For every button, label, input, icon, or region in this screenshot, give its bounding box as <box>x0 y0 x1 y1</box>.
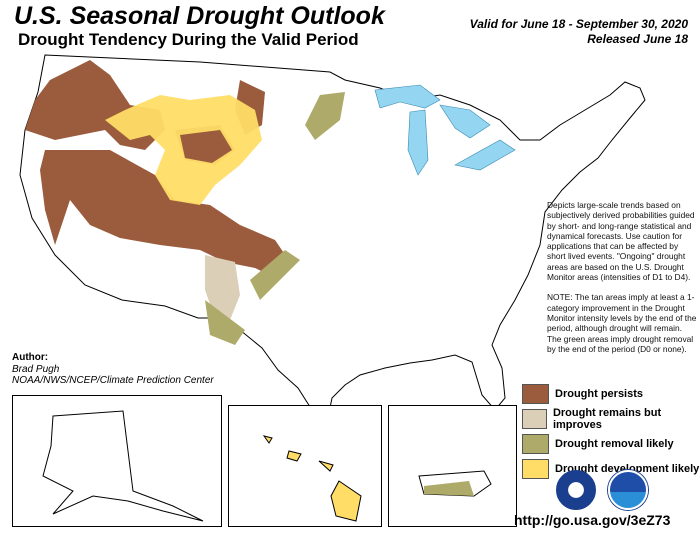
great-lakes <box>374 84 516 176</box>
legend-item-development: Drought development likely <box>522 457 700 480</box>
drought-removal-minnesota <box>305 92 345 140</box>
author-org: NOAA/NWS/NCEP/Climate Prediction Center <box>12 375 214 386</box>
valid-dates: Valid for June 18 - September 30, 2020 <box>469 17 688 31</box>
legend-item-persists: Drought persists <box>522 382 700 405</box>
legend-label: Drought persists <box>555 387 644 400</box>
nws-logo-icon <box>556 470 596 510</box>
description-text: Depicts large-scale trends based on subj… <box>547 200 697 354</box>
description-paragraph: Depicts large-scale trends based on subj… <box>547 200 695 283</box>
drought-improves-newmexico <box>205 255 240 320</box>
hawaii-islands <box>262 435 362 522</box>
legend-swatch <box>522 458 549 479</box>
alaska-outline <box>42 410 204 522</box>
author-label: Author: <box>12 352 49 363</box>
legend-swatch <box>522 408 547 429</box>
note-paragraph: NOTE: The tan areas imply at least a 1-c… <box>547 292 697 354</box>
drought-removal-newmexico <box>205 300 245 345</box>
page-subtitle: Drought Tendency During the Valid Period <box>18 30 359 49</box>
author-block: Author: Brad Pugh NOAA/NWS/NCEP/Climate … <box>12 352 214 387</box>
puerto-rico-removal <box>424 481 474 496</box>
puerto-rico-inset <box>388 405 517 527</box>
noaa-logo-icon <box>608 470 648 510</box>
drought-persists-wyoming-core <box>180 130 232 163</box>
legend-swatch <box>522 433 549 454</box>
author-name: Brad Pugh <box>12 363 60 375</box>
valid-period: Valid for June 18 - September 30, 2020 R… <box>470 17 688 47</box>
hawaii-inset <box>228 405 382 527</box>
legend-label: Drought development likely <box>555 462 700 475</box>
page-title: U.S. Seasonal Drought Outlook <box>14 2 385 30</box>
legend-item-removal: Drought removal likely <box>522 432 700 455</box>
legend: Drought persists Drought remains but imp… <box>522 382 700 482</box>
legend-label: Drought remains but improves <box>552 406 662 431</box>
drought-persists-southwest <box>40 150 290 280</box>
legend-swatch <box>522 383 549 404</box>
alaska-inset <box>12 395 222 527</box>
drought-removal-plains <box>250 250 300 300</box>
legend-label: Drought removal likely <box>555 437 674 450</box>
release-date: Released June 18 <box>587 32 688 46</box>
legend-item-improves: Drought remains but improves <box>522 406 700 431</box>
more-info-link[interactable]: http://go.usa.gov/3eZ73 <box>514 512 671 528</box>
